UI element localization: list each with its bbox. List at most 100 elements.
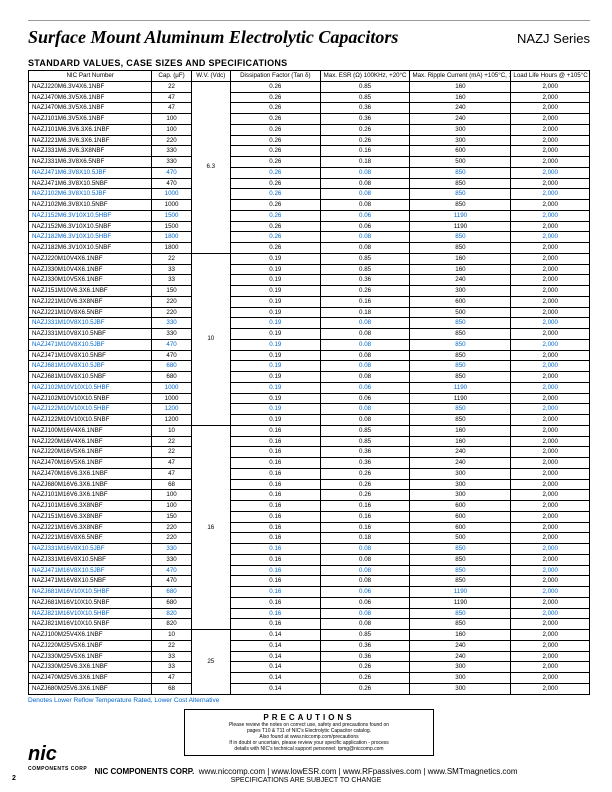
table-row: NAZJ221M10V8X6.5NBF2200.190.185002,000	[29, 307, 590, 318]
page-title: Surface Mount Aluminum Electrolytic Capa…	[28, 27, 398, 48]
cell: 100	[152, 501, 191, 512]
cell: 1000	[152, 393, 191, 404]
cell: 2,000	[511, 576, 590, 587]
cell: 850	[410, 189, 511, 200]
column-header: Dissipation Factor (Tan δ)	[230, 71, 320, 82]
cell: 0.85	[320, 630, 410, 641]
cell: 47	[152, 92, 191, 103]
cell: NAZJ101M6.3V6.3X6.1NBF	[29, 124, 152, 135]
cell: NAZJ330M25V5X6.1NBF	[29, 651, 152, 662]
cell: NAZJ821M16V10X10.5HBF	[29, 608, 152, 619]
cell: NAZJ471M16V8X10.5NBF	[29, 576, 152, 587]
cell: 0.08	[320, 619, 410, 630]
cell: NAZJ470M6.3V5X6.1NBF	[29, 103, 152, 114]
cell: 2,000	[511, 167, 590, 178]
precautions-title: PRECAUTIONS	[191, 713, 427, 722]
cell: NAZJ100M25V4X6.1NBF	[29, 630, 152, 641]
table-row: NAZJ681M16V10X10.5HBF6800.160.0611902,00…	[29, 587, 590, 598]
precautions-box: PRECAUTIONS Please review the notes on c…	[184, 709, 434, 756]
cell: 0.14	[230, 640, 320, 651]
spec-table: NIC Part NumberCap. (µF)W.V. (Vdc)Dissip…	[28, 70, 590, 695]
cell: 850	[410, 350, 511, 361]
cell: 0.26	[230, 103, 320, 114]
cell: 300	[410, 673, 511, 684]
cell: 0.19	[230, 382, 320, 393]
cell: 0.16	[230, 544, 320, 555]
cell: 0.16	[230, 436, 320, 447]
cell: 0.16	[320, 146, 410, 157]
cell: 0.19	[230, 307, 320, 318]
table-row: NAZJ182M6.3V10X10.5HBF18000.260.088502,0…	[29, 232, 590, 243]
cell: 0.36	[320, 447, 410, 458]
cell: NAZJ330M25V6.3X6.1NBF	[29, 662, 152, 673]
cell: 330	[152, 554, 191, 565]
cell: 850	[410, 361, 511, 372]
cell: 2,000	[511, 597, 590, 608]
cell: 470	[152, 167, 191, 178]
table-row: NAZJ221M6.3V6.3X6.1NBF2200.260.263002,00…	[29, 135, 590, 146]
cell: 0.85	[320, 264, 410, 275]
footer: NIC COMPONENTS CORP. www.niccomp.com | w…	[0, 767, 612, 784]
cell: 33	[152, 651, 191, 662]
cell: 2,000	[511, 382, 590, 393]
cell: 0.08	[320, 339, 410, 350]
cell: 2,000	[511, 189, 590, 200]
table-row: NAZJ680M16V6.3X6.1NBF680.160.263002,000	[29, 479, 590, 490]
column-header: Max. Ripple Current (mA) +105°C, 100KHz	[410, 71, 511, 82]
wv-cell: 16	[191, 425, 230, 629]
cell: 0.08	[320, 404, 410, 415]
table-row: NAZJ102M10V10X10.5HBF10000.190.0611902,0…	[29, 382, 590, 393]
cell: 0.16	[320, 522, 410, 533]
cell: 2,000	[511, 178, 590, 189]
cell: 220	[152, 533, 191, 544]
cell: NAZJ471M6.3V8X10.5JBF	[29, 167, 152, 178]
cell: 330	[152, 318, 191, 329]
cell: 0.36	[320, 458, 410, 469]
cell: 850	[410, 544, 511, 555]
cell: 300	[410, 124, 511, 135]
cell: 0.19	[230, 404, 320, 415]
cell: 2,000	[511, 533, 590, 544]
column-header: W.V. (Vdc)	[191, 71, 230, 82]
cell: 1000	[152, 200, 191, 211]
cell: 0.16	[230, 501, 320, 512]
table-row: NAZJ470M6.3V5X6.1NBF470.260.362402,000	[29, 103, 590, 114]
cell: 2,000	[511, 415, 590, 426]
cell: NAZJ471M10V8X10.5NBF	[29, 350, 152, 361]
cell: 0.16	[230, 458, 320, 469]
table-row: NAZJ102M6.3V8X10.5JBF10000.260.088502,00…	[29, 189, 590, 200]
cell: 2,000	[511, 544, 590, 555]
cell: 2,000	[511, 511, 590, 522]
table-row: NAZJ221M16V6.3X8NBF2200.160.166002,000	[29, 522, 590, 533]
cell: 160	[410, 436, 511, 447]
cell: 0.36	[320, 640, 410, 651]
table-row: NAZJ220M16V4X6.1NBF220.160.851602,000	[29, 436, 590, 447]
cell: 2,000	[511, 425, 590, 436]
cell: 0.26	[230, 167, 320, 178]
cell: 850	[410, 415, 511, 426]
cell: 680	[152, 361, 191, 372]
cell: 0.26	[230, 81, 320, 92]
cell: 47	[152, 468, 191, 479]
cell: 2,000	[511, 651, 590, 662]
cell: 2,000	[511, 92, 590, 103]
cell: 0.19	[230, 361, 320, 372]
cell: 2,000	[511, 307, 590, 318]
cell: 850	[410, 318, 511, 329]
table-row: NAZJ102M6.3V8X10.5NBF10000.260.088502,00…	[29, 200, 590, 211]
table-row: NAZJ471M16V8X10.5NBF4700.160.088502,000	[29, 576, 590, 587]
table-row: NAZJ220M10V4X6.1NBF22100.190.851602,000	[29, 253, 590, 264]
cell: 240	[410, 447, 511, 458]
cell: 0.14	[230, 673, 320, 684]
cell: 0.26	[230, 178, 320, 189]
cell: 2,000	[511, 522, 590, 533]
cell: 500	[410, 533, 511, 544]
cell: 22	[152, 81, 191, 92]
cell: NAZJ221M16V6.3X8NBF	[29, 522, 152, 533]
table-row: NAZJ331M6.3V8X6.5NBF3300.260.185002,000	[29, 157, 590, 168]
cell: 0.08	[320, 608, 410, 619]
table-row: NAZJ681M10V8X10.5JBF6800.190.088502,000	[29, 361, 590, 372]
cell: 1190	[410, 597, 511, 608]
table-row: NAZJ152M6.3V10X10.5HBF15000.260.0611902,…	[29, 210, 590, 221]
cell: NAZJ182M6.3V10X10.5HBF	[29, 232, 152, 243]
